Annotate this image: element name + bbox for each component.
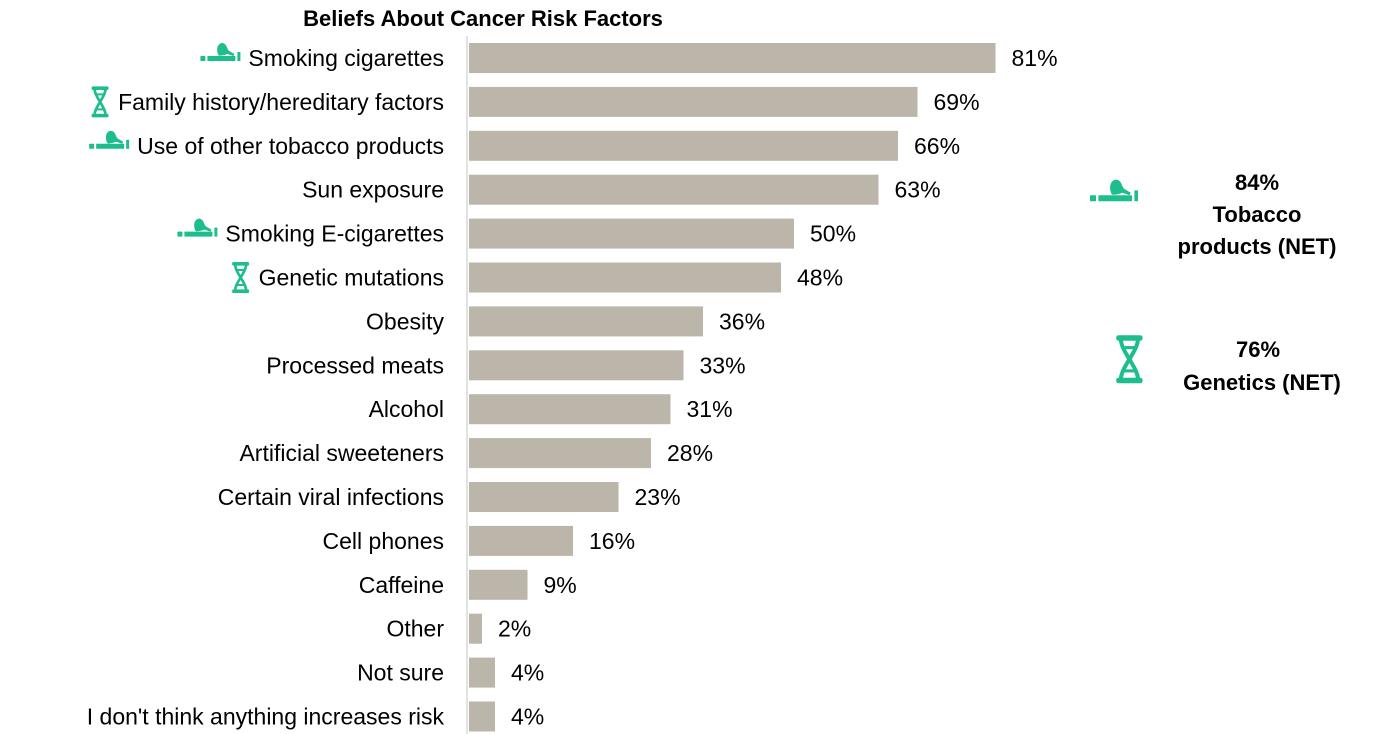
bar-row: 81% Smoking cigarettes — [200, 43, 1058, 73]
bar — [469, 43, 996, 73]
dna-icon — [90, 85, 110, 119]
category-label: Not sure — [357, 660, 444, 686]
bar-row: 2% Other — [386, 613, 531, 644]
category-label: Smoking E-cigarettes — [225, 221, 444, 247]
bar — [469, 657, 495, 688]
category-label: Genetic mutations — [259, 265, 444, 291]
category-label: Smoking cigarettes — [248, 45, 444, 71]
bar — [469, 130, 898, 161]
category-label: Other — [386, 616, 444, 642]
bar — [469, 218, 794, 249]
bar — [469, 262, 781, 293]
net-value: 84% — [1235, 170, 1279, 195]
category-label: Cell phones — [323, 528, 444, 554]
data-label: 81% — [1012, 45, 1058, 71]
bar-row: 28% Artificial sweeteners — [239, 438, 713, 469]
bar-row: 31% Alcohol — [369, 394, 733, 425]
net-annotation-tobacco: 84% Tobacco products (NET) — [1090, 170, 1336, 259]
bar-row: 48% Genetic mutations — [231, 261, 843, 294]
bar-row: 66% Use of other tobacco products — [89, 130, 960, 161]
chart-title: Beliefs About Cancer Risk Factors — [303, 6, 663, 31]
bar-row: 63% Sun exposure — [302, 174, 941, 205]
data-label: 36% — [719, 308, 765, 334]
data-label: 28% — [667, 440, 713, 466]
bar-row: 36% Obesity — [366, 306, 765, 337]
category-label: Family history/hereditary factors — [118, 89, 444, 115]
data-label: 9% — [544, 572, 577, 598]
bar-row: 23% Certain viral infections — [218, 482, 681, 512]
bar-row: 4% Not sure — [357, 657, 544, 688]
data-label: 63% — [895, 177, 941, 203]
net-label: products (NET) — [1178, 234, 1337, 259]
category-label: Processed meats — [266, 352, 444, 378]
data-label: 4% — [511, 660, 544, 686]
category-label: I don't think anything increases risk — [87, 704, 445, 730]
data-label: 33% — [700, 352, 746, 378]
category-label: Sun exposure — [302, 177, 444, 203]
data-label: 31% — [687, 396, 733, 422]
data-label: 4% — [511, 704, 544, 730]
bar — [469, 701, 495, 732]
bar-row: 9% Caffeine — [359, 569, 577, 600]
bar — [469, 350, 684, 381]
data-label: 2% — [498, 616, 531, 642]
category-label: Use of other tobacco products — [137, 133, 444, 159]
bar — [469, 569, 528, 600]
dna-icon — [231, 261, 250, 294]
data-label: 23% — [635, 484, 681, 510]
bar — [469, 482, 619, 512]
net-label: Genetics (NET) — [1183, 370, 1341, 395]
data-label: 48% — [797, 265, 843, 291]
bar-row: 4% I don't think anything increases risk — [87, 701, 544, 732]
net-annotations: 84% Tobacco products (NET) 76% Genetics (NET… — [1090, 170, 1341, 395]
net-value: 76% — [1236, 337, 1280, 362]
bar — [469, 394, 671, 425]
category-label: Artificial sweeteners — [239, 440, 444, 466]
bar — [469, 438, 651, 469]
net-annotation-genetics: 76% Genetics (NET) — [1117, 336, 1341, 395]
data-label: 69% — [934, 89, 980, 115]
bar — [469, 306, 703, 337]
dna-icon — [1117, 336, 1142, 383]
bar-row: 33% Processed meats — [266, 350, 746, 381]
bar-row: 69% Family history/hereditary factors — [90, 85, 980, 119]
bar — [469, 613, 482, 644]
bar-row: 16% Cell phones — [323, 525, 635, 556]
cigarette-icon — [1090, 179, 1138, 202]
category-label: Caffeine — [359, 572, 444, 598]
data-label: 50% — [810, 221, 856, 247]
data-label: 66% — [914, 133, 960, 159]
bar — [469, 525, 573, 556]
bar-row: 50% Smoking E-cigarettes — [177, 218, 856, 249]
net-label: Tobacco — [1213, 202, 1302, 227]
data-label: 16% — [589, 528, 635, 554]
bars-layer: 81% Smoking cigarettes 69% Family history/h… — [87, 43, 1058, 732]
category-label: Alcohol — [369, 396, 444, 422]
cigarette-icon — [177, 218, 218, 237]
bar — [469, 86, 918, 117]
cigarette-icon — [89, 130, 130, 149]
cigarette-icon — [200, 43, 241, 61]
bar — [469, 174, 879, 205]
category-label: Certain viral infections — [218, 484, 444, 510]
category-label: Obesity — [366, 308, 444, 334]
